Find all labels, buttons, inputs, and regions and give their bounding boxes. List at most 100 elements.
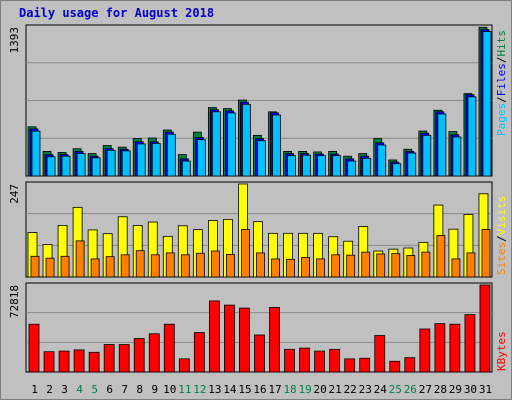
legend-hits: Hits (495, 30, 508, 57)
day-tick-label: 6 (106, 383, 113, 396)
pages-bar (196, 139, 206, 177)
legend-visits: Visits (495, 196, 508, 236)
kbytes-bar (404, 357, 416, 373)
kbytes-bar (479, 284, 491, 373)
kbytes-bar (73, 349, 85, 373)
day-tick-label: 27 (419, 383, 432, 396)
pages-bar (151, 142, 161, 177)
legend-sites: Sites (495, 242, 508, 275)
pages-bar (61, 155, 71, 177)
pages-bar (347, 160, 357, 177)
sites-bar (60, 255, 70, 278)
pages-bar (482, 31, 492, 177)
pages-bar (106, 149, 116, 177)
day-tick-label: 9 (151, 383, 158, 396)
legend-pages-files-hits: Pages/Files/Hits (495, 30, 508, 136)
sites-bar (135, 250, 145, 278)
sites-bar (271, 258, 280, 278)
day-tick-label: 1 (31, 383, 38, 396)
pages-bar (437, 113, 447, 177)
day-tick-label: 20 (314, 383, 327, 396)
day-tick-label: 4 (76, 383, 83, 396)
pages-bar (422, 134, 432, 177)
pages-bar (242, 103, 251, 177)
legend-sites-visits: Sites/Visits (495, 196, 508, 276)
kbytes-bar (389, 360, 401, 373)
pages-bar (31, 130, 41, 177)
kbytes-bar (239, 307, 250, 373)
day-tick-label: 28 (434, 383, 447, 396)
day-tick-label: 29 (449, 383, 462, 396)
sites-bar (436, 235, 446, 278)
pages-bar (257, 140, 266, 177)
sites-bar (406, 255, 416, 278)
day-tick-label: 26 (404, 383, 417, 396)
pages-bar (121, 150, 131, 177)
day-tick-label: 15 (238, 383, 251, 396)
legend-files: Files (495, 63, 508, 96)
kbytes-bar (254, 334, 265, 373)
day-tick-label: 17 (268, 383, 281, 396)
sites-bar (331, 254, 341, 278)
day-tick-label: 13 (208, 383, 221, 396)
sites-bar (481, 229, 491, 278)
kbytes-bar (88, 351, 100, 373)
sites-bar (241, 229, 250, 278)
kbytes-bar (163, 323, 175, 373)
sites-bar (45, 257, 55, 278)
pages-bar (211, 111, 221, 177)
kbytes-bar (344, 358, 356, 373)
pages-bar (317, 155, 327, 177)
pages-bar (287, 155, 296, 177)
sites-bar (226, 254, 235, 278)
day-tick-label: 23 (359, 383, 372, 396)
pages-bar (166, 133, 176, 177)
kbytes-bar (178, 358, 190, 373)
day-tick-label: 18 (283, 383, 296, 396)
pages-bar (362, 157, 372, 177)
sites-bar (195, 252, 205, 278)
day-tick-label: 11 (178, 383, 191, 396)
kbytes-bar (359, 357, 371, 373)
sites-bar (286, 258, 295, 278)
sites-bar (120, 254, 130, 278)
kbytes-bar (28, 323, 40, 373)
day-tick-label: 30 (464, 383, 477, 396)
sites-bar (346, 254, 356, 278)
kbytes-bar (208, 300, 220, 373)
pages-bar (46, 156, 56, 177)
sites-bar (376, 253, 386, 278)
kbytes-bar (133, 338, 145, 373)
kbytes-bar (374, 335, 386, 373)
panel-2-max-label: 72818 (8, 285, 21, 318)
sites-bar (316, 258, 326, 278)
sites-bar (75, 240, 85, 278)
kbytes-bar (103, 344, 115, 373)
kbytes-bar (284, 348, 295, 373)
kbytes-bar (464, 314, 476, 373)
pages-bar (377, 144, 387, 177)
pages-bar (302, 154, 311, 177)
day-tick-label: 25 (389, 383, 402, 396)
kbytes-bar (419, 328, 431, 373)
day-tick-label: 21 (329, 383, 342, 396)
sites-bar (105, 256, 115, 278)
kbytes-bar (314, 350, 326, 373)
day-tick-label: 19 (298, 383, 311, 396)
legend-pages: Pages (495, 103, 508, 136)
day-tick-label: 22 (344, 383, 357, 396)
sites-bar (421, 251, 431, 278)
sites-bar (301, 257, 310, 278)
pages-bar (136, 143, 146, 177)
day-tick-label: 7 (121, 383, 128, 396)
pages-bar (467, 96, 477, 177)
pages-bar (76, 153, 86, 177)
pages-bar (272, 114, 281, 177)
sites-bar (466, 252, 476, 278)
day-tick-label: 24 (374, 383, 388, 396)
day-tick-label: 14 (223, 383, 237, 396)
pages-bar (181, 160, 191, 177)
kbytes-bar (269, 307, 280, 373)
